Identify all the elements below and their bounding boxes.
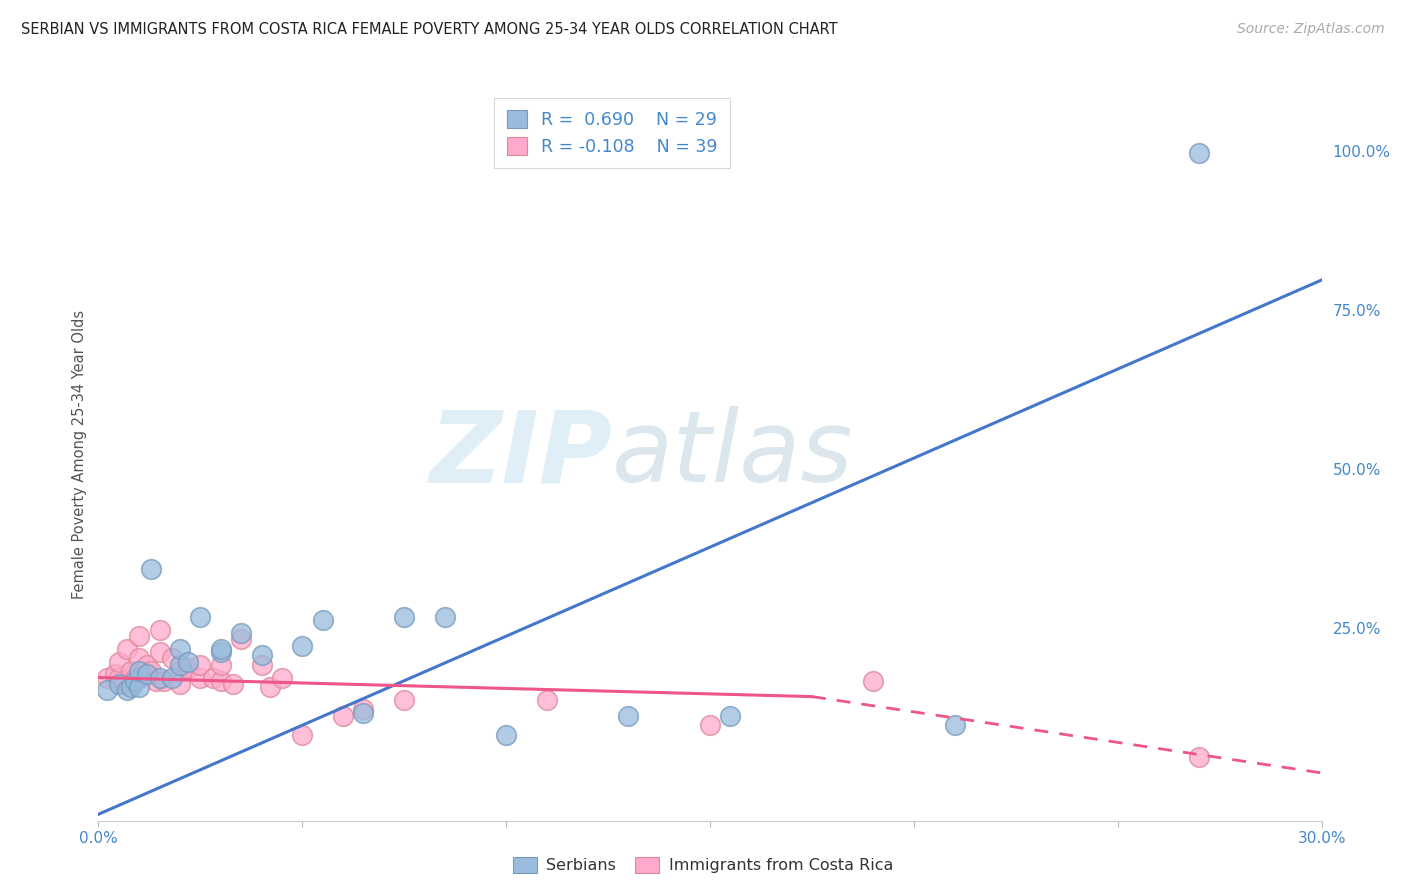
Point: [1188, 145, 1211, 160]
Point: [699, 718, 721, 732]
Point: [209, 645, 232, 659]
Point: [136, 657, 159, 672]
Text: 75.0%: 75.0%: [1333, 304, 1381, 319]
Text: SERBIAN VS IMMIGRANTS FROM COSTA RICA FEMALE POVERTY AMONG 25-34 YEAR OLDS CORRE: SERBIAN VS IMMIGRANTS FROM COSTA RICA FE…: [21, 22, 838, 37]
Point: [124, 673, 146, 688]
Point: [160, 671, 183, 685]
Point: [312, 613, 335, 627]
Text: 100.0%: 100.0%: [1333, 145, 1391, 161]
Point: [128, 680, 150, 694]
Point: [149, 623, 172, 637]
Point: [128, 664, 150, 678]
Point: [128, 671, 150, 685]
Point: [169, 677, 191, 691]
Point: [96, 671, 118, 685]
Point: [145, 673, 167, 688]
Point: [115, 683, 138, 698]
Text: ZIP: ZIP: [429, 407, 612, 503]
Point: [495, 728, 517, 742]
Point: [862, 673, 884, 688]
Point: [231, 626, 253, 640]
Point: [1188, 750, 1211, 764]
Point: [209, 673, 232, 688]
Point: [96, 683, 118, 698]
Point: [291, 728, 314, 742]
Text: atlas: atlas: [612, 407, 853, 503]
Point: [124, 671, 146, 685]
Point: [270, 671, 294, 685]
Point: [108, 671, 131, 685]
Point: [250, 657, 273, 672]
Point: [128, 651, 150, 665]
Legend: R =  0.690    N = 29, R = -0.108    N = 39: R = 0.690 N = 29, R = -0.108 N = 39: [495, 98, 730, 169]
Point: [169, 664, 191, 678]
Point: [222, 677, 245, 691]
Point: [188, 657, 212, 672]
Point: [392, 693, 416, 707]
Point: [434, 610, 457, 624]
Point: [120, 680, 142, 694]
Point: [128, 629, 150, 643]
Point: [943, 718, 966, 732]
Point: [250, 648, 273, 663]
Text: 25.0%: 25.0%: [1333, 623, 1381, 637]
Point: [259, 680, 281, 694]
Point: [149, 645, 172, 659]
Point: [169, 657, 191, 672]
Point: [104, 667, 127, 681]
Point: [209, 641, 232, 656]
Point: [332, 708, 354, 723]
Point: [152, 673, 174, 688]
Point: [177, 661, 200, 675]
Point: [188, 671, 212, 685]
Legend: Serbians, Immigrants from Costa Rica: Serbians, Immigrants from Costa Rica: [506, 850, 900, 880]
Point: [352, 702, 374, 716]
Point: [136, 667, 159, 681]
Point: [617, 708, 640, 723]
Point: [209, 657, 232, 672]
Point: [115, 641, 138, 656]
Point: [120, 664, 142, 678]
Point: [536, 693, 558, 707]
Point: [177, 655, 200, 669]
Point: [141, 664, 163, 678]
Point: [169, 641, 191, 656]
Y-axis label: Female Poverty Among 25-34 Year Olds: Female Poverty Among 25-34 Year Olds: [72, 310, 87, 599]
Point: [160, 651, 183, 665]
Point: [141, 562, 163, 576]
Text: 50.0%: 50.0%: [1333, 463, 1381, 478]
Point: [111, 677, 134, 691]
Point: [108, 655, 131, 669]
Point: [108, 677, 131, 691]
Point: [291, 639, 314, 653]
Point: [352, 706, 374, 720]
Point: [718, 708, 742, 723]
Point: [392, 610, 416, 624]
Point: [231, 632, 253, 647]
Text: Source: ZipAtlas.com: Source: ZipAtlas.com: [1237, 22, 1385, 37]
Point: [188, 610, 212, 624]
Point: [149, 671, 172, 685]
Point: [201, 671, 224, 685]
